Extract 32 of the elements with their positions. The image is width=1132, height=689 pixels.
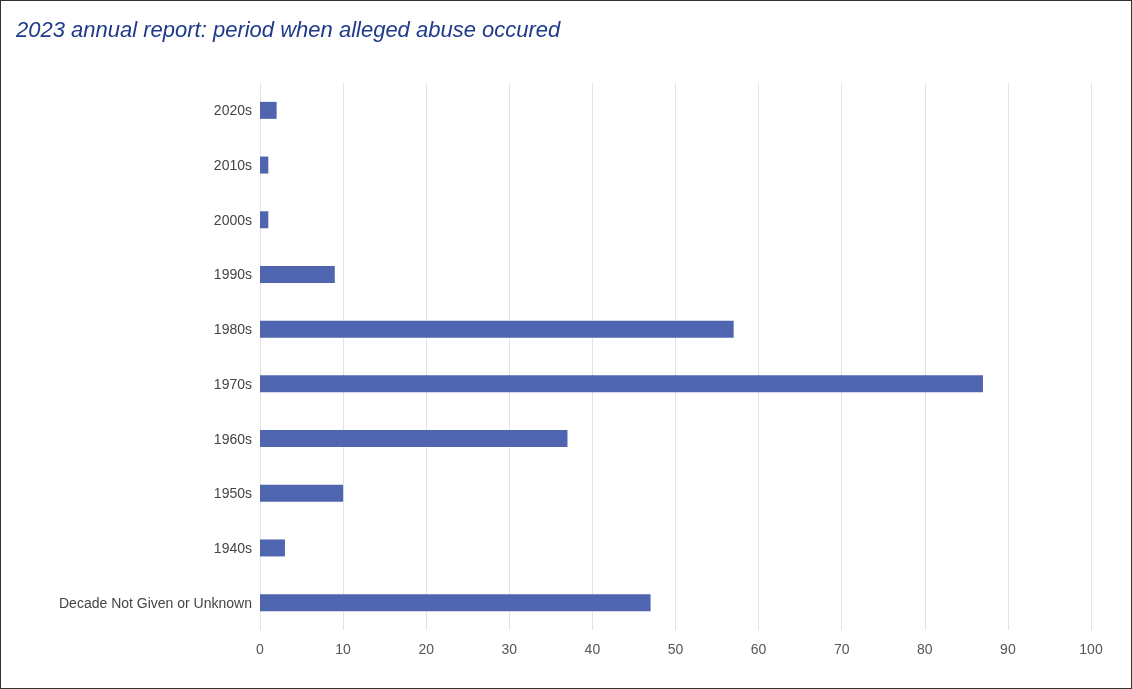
y-tick-label: 2010s [213,157,252,174]
y-tick-label: 1970s [213,375,252,392]
y-tick-label: 1980s [213,321,252,338]
y-tick-label: 2020s [213,102,252,119]
x-tick-label: 30 [501,641,518,657]
bar [260,484,344,502]
y-tick-label: 1940s [213,539,252,556]
bar [260,430,568,448]
y-tick-label: Decade Not Given or Unknown [59,594,252,611]
bar [260,156,269,174]
y-tick-label: 1990s [213,266,252,283]
x-tick-label: 80 [917,641,933,657]
bar [260,375,983,393]
x-tick-label: 70 [833,641,850,657]
bar [260,101,277,119]
bar [260,211,269,229]
bar [260,539,285,557]
x-tick-label: 100 [1079,641,1103,657]
x-tick-label: 90 [1000,641,1016,657]
x-tick-label: 60 [750,641,767,657]
y-tick-label: 2000s [213,211,252,228]
x-tick-label: 40 [584,641,601,657]
y-tick-label: 1960s [213,430,252,447]
bar [260,594,651,612]
y-tick-label: 1950s [213,485,252,502]
x-tick-label: 10 [335,641,352,657]
x-tick-label: 0 [256,641,265,657]
bar [260,320,734,338]
chart-title: 2023 annual report: period when alleged abuse occured [15,16,562,42]
x-tick-label: 50 [667,641,684,657]
bar [260,265,335,283]
x-tick-label: 20 [418,641,435,657]
